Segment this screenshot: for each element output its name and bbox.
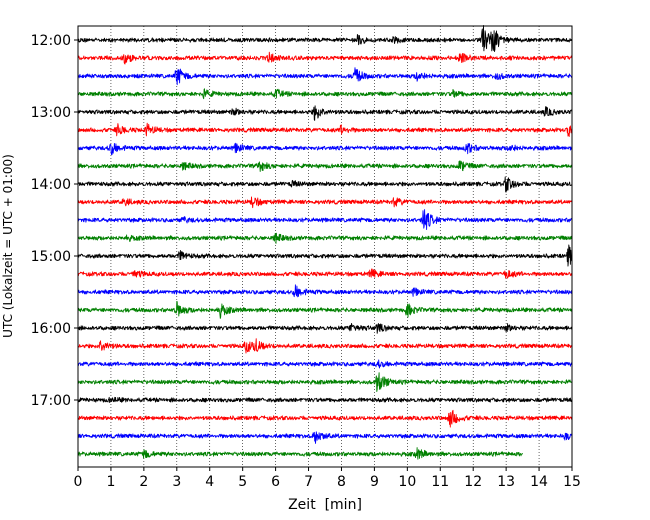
trace-1345 (77, 160, 573, 172)
x-tick-label: 10 (398, 474, 416, 490)
y-tick-label: 13:00 (31, 105, 71, 121)
x-tick-label: 2 (139, 474, 148, 490)
trace-1700 (77, 396, 573, 403)
x-tick-label: 15 (563, 474, 581, 490)
x-tick-label: 1 (106, 474, 115, 490)
x-tick-label: 14 (530, 474, 548, 490)
x-tick-label: 4 (205, 474, 214, 490)
x-tick-label: 6 (271, 474, 280, 490)
x-tick-label: 13 (497, 474, 515, 490)
y-tick-label: 12:00 (31, 33, 71, 49)
trace-1330 (77, 142, 573, 156)
x-tick-label: 7 (304, 474, 313, 490)
trace-1715 (77, 409, 573, 428)
x-tick-label: 0 (74, 474, 83, 490)
y-tick-label: 17:00 (31, 393, 71, 409)
trace-1430 (77, 209, 573, 230)
trace-1530 (77, 284, 573, 298)
trace-1615 (77, 338, 573, 354)
y-tick-label: 14:00 (31, 177, 71, 193)
trace-1400 (77, 176, 573, 193)
x-tick-label: 9 (370, 474, 379, 490)
trace-1215 (77, 51, 573, 65)
trace-1300 (77, 105, 573, 121)
trace-1645 (77, 372, 573, 392)
x-tick-label: 11 (431, 474, 449, 490)
trace-1545 (77, 300, 573, 319)
y-tick-label: 15:00 (31, 249, 71, 265)
trace-1415 (77, 196, 573, 209)
trace-1230 (77, 67, 573, 86)
trace-1445 (77, 232, 573, 244)
trace-1630 (77, 359, 573, 369)
y-axis-ticks: 12:00 13:00 14:00 15:00 16:00 17:00 (31, 33, 78, 409)
x-tick-label: 8 (337, 474, 346, 490)
x-tick-label: 12 (464, 474, 482, 490)
trace-1515 (77, 268, 573, 279)
trace-1600 (77, 322, 573, 334)
trace-1730 (77, 431, 573, 444)
trace-1200 (77, 25, 573, 52)
trace-1245 (77, 88, 573, 100)
x-axis-ticks: 0 1 2 3 4 5 6 7 8 9 10 11 12 13 14 15 (74, 467, 581, 490)
plot-frame (77, 25, 573, 468)
seismogram-traces (77, 25, 573, 460)
x-tick-label: 3 (172, 474, 181, 490)
x-tick-label: 5 (238, 474, 247, 490)
trace-1500 (77, 244, 573, 267)
y-tick-label: 16:00 (31, 321, 71, 337)
x-axis-label: Zeit [min] (288, 497, 362, 513)
trace-1315 (77, 122, 573, 137)
y-axis-label: UTC (Lokalzeit = UTC + 01:00) (1, 154, 15, 338)
trace-1745 (77, 447, 524, 460)
